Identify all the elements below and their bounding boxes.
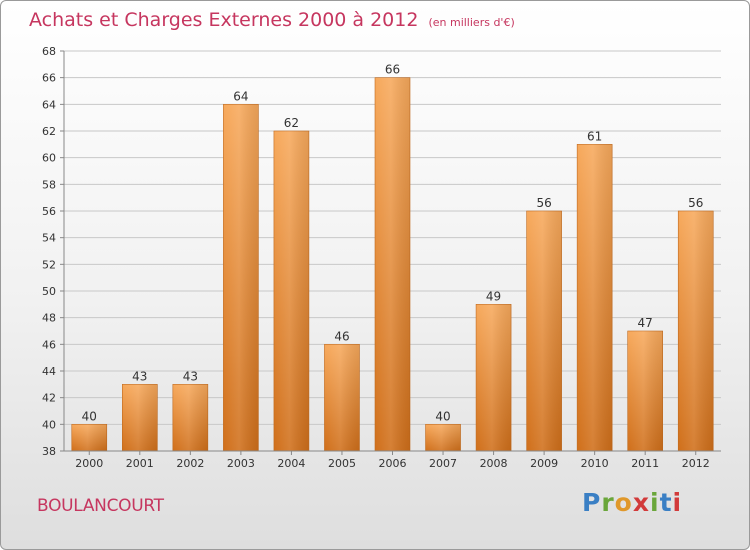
x-tick-label-2011: 2011 [631,457,659,470]
logo-letter: x [632,488,650,517]
y-tick-label: 38 [42,445,56,458]
chart-title-text: Achats et Charges Externes 2000 à 2012 [29,9,419,31]
commune-name: BOULANCOURT [37,496,164,516]
x-tick-label-2001: 2001 [126,457,154,470]
logo-letter: i [672,488,683,517]
logo-letter: P [582,488,602,517]
x-tick-label-2000: 2000 [75,457,103,470]
y-tick-label: 48 [42,312,56,325]
x-tick-label-2010: 2010 [581,457,609,470]
bar-sheen-2007 [425,424,461,451]
chart-title: Achats et Charges Externes 2000 à 2012 (e… [29,9,515,31]
data-label-2007: 40 [435,409,450,423]
bar-sheen-2001 [122,384,158,451]
data-label-2009: 56 [536,196,551,210]
logo-letter: r [601,488,615,517]
data-label-2004: 62 [284,116,299,130]
x-tick-label-2008: 2008 [480,457,508,470]
data-label-2002: 43 [183,369,198,383]
y-tick-label: 58 [42,178,56,191]
data-label-2012: 56 [688,196,703,210]
logo-letter: t [659,488,673,517]
y-tick-label: 68 [42,45,56,58]
y-tick-label: 42 [42,392,56,405]
chart-subtitle: (en milliers d'€) [428,16,515,29]
y-tick-label: 60 [42,152,56,165]
y-tick-label: 62 [42,125,56,138]
proxiti-logo: Proxiti [582,488,682,517]
bar-sheen-2012 [678,211,714,451]
bar-sheen-2005 [324,344,360,451]
data-label-2000: 40 [82,409,97,423]
x-tick-label-2005: 2005 [328,457,356,470]
bar-sheen-2004 [273,131,309,451]
y-tick-label: 56 [42,205,56,218]
x-axis: 2000 2001 2002 2003 2004 2005 2006 2007 2008 2009… [64,450,721,470]
data-label-2005: 46 [334,329,349,343]
y-tick-label: 54 [42,232,56,245]
bars [71,77,714,452]
x-tick-label-2012: 2012 [682,457,710,470]
y-tick-label: 64 [42,98,56,111]
y-tick-label: 50 [42,285,56,298]
y-tick-label: 40 [42,418,56,431]
bar-sheen-2008 [476,304,512,451]
y-tick-label: 46 [42,338,56,351]
bar-sheen-2006 [375,77,410,452]
logo-letter: i [650,488,660,517]
y-tick-label: 66 [42,72,56,85]
data-label-2006: 66 [385,63,400,77]
data-label-2008: 49 [486,289,501,303]
bar-sheen-2009 [526,211,562,451]
bar-sheen-2003 [223,104,259,451]
y-tick-label: 52 [42,258,56,271]
y-tick-label: 44 [42,365,56,378]
x-tick-label-2006: 2006 [379,457,407,470]
data-label-2010: 61 [587,129,602,143]
data-labels: 40 43 43 64 62 46 66 40 49 56 61 47 56 [82,63,704,424]
x-tick-label-2003: 2003 [227,457,255,470]
x-tick-label-2004: 2004 [277,457,305,470]
bar-sheen-2000 [71,424,107,451]
logo-letter: o [614,488,633,517]
data-label-2001: 43 [132,369,147,383]
data-label-2011: 47 [638,316,653,330]
x-tick-label-2002: 2002 [176,457,204,470]
data-label-2003: 64 [233,89,248,103]
bar-sheen-2002 [172,384,208,451]
x-tick-label-2007: 2007 [429,457,457,470]
bar-sheen-2011 [627,331,663,451]
x-tick-label-2009: 2009 [530,457,558,470]
y-axis: 38 40 42 44 46 48 50 52 54 56 58 60 62 64 66 68 [42,45,65,458]
bar-sheen-2010 [577,144,613,452]
